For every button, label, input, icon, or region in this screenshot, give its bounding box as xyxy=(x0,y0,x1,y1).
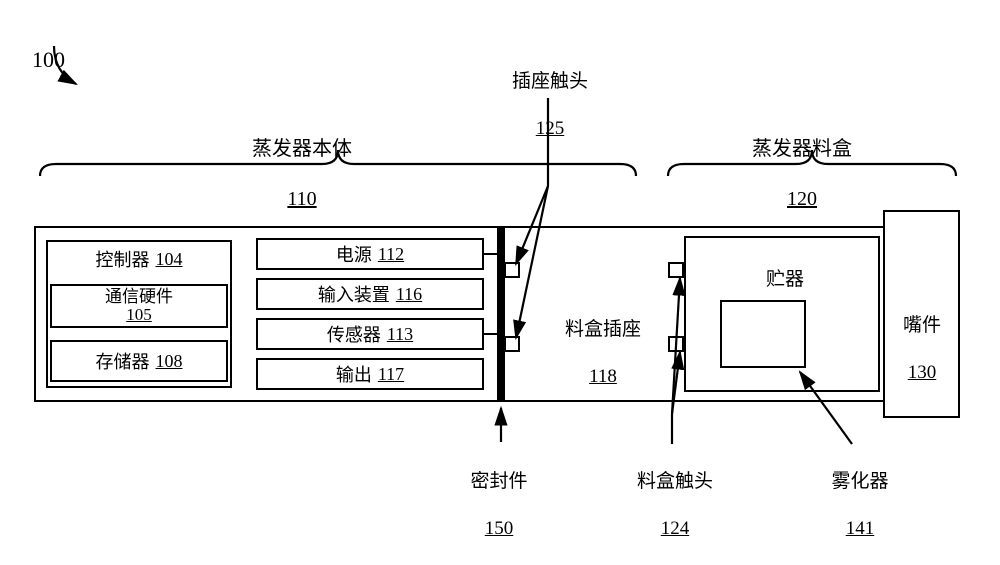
seal-bar xyxy=(497,226,505,402)
mouthpiece-label: 嘴件 130 xyxy=(893,290,951,409)
section-cart-ref: 120 xyxy=(787,188,817,210)
comm-hw-box: 通信硬件 105 xyxy=(50,284,228,328)
power-box: 电源 112 xyxy=(256,238,484,270)
sensor-text: 传感器 xyxy=(327,321,381,347)
atomizer-ref: 141 xyxy=(810,517,910,541)
power-ref: 112 xyxy=(378,244,404,265)
callout-cart-contacts: 料盒触头 124 xyxy=(620,446,730,565)
output-text: 输出 xyxy=(336,361,372,387)
section-cartridge-label: 蒸发器料盒 120 xyxy=(752,112,852,212)
seal-ref: 150 xyxy=(485,518,514,539)
cartridge-contact-1 xyxy=(668,262,684,278)
comm-hw-text: 通信硬件 xyxy=(105,288,173,306)
output-ref: 117 xyxy=(378,364,404,385)
diagram-canvas: 100 蒸发器本体 110 蒸发器料盒 120 插座触头 125 嘴件 130 … xyxy=(0,0,1000,542)
mouthpiece-text: 嘴件 xyxy=(893,314,951,338)
sensor-ref: 113 xyxy=(387,324,413,345)
callout-seal: 密封件 150 xyxy=(444,446,554,541)
socket-contacts-ref: 125 xyxy=(512,117,588,141)
input-ref: 116 xyxy=(396,284,422,305)
seal-text: 密封件 xyxy=(470,471,527,492)
input-text: 输入装置 xyxy=(318,281,390,307)
cartridge-contact-2 xyxy=(668,336,684,352)
memory-ref: 108 xyxy=(156,351,183,372)
atomizer-box xyxy=(720,300,806,368)
memory-text: 存储器 xyxy=(96,348,150,374)
callout-socket-contacts: 插座触头 125 xyxy=(512,46,588,165)
section-body-label: 蒸发器本体 110 xyxy=(252,112,352,212)
socket-contact-2 xyxy=(504,336,520,352)
socket-contacts-text: 插座触头 xyxy=(512,70,588,94)
section-body-text: 蒸发器本体 xyxy=(252,138,352,160)
section-cart-text: 蒸发器料盒 xyxy=(752,138,852,160)
atomizer-text: 雾化器 xyxy=(810,470,910,494)
figure-ref-100: 100 xyxy=(32,18,65,73)
memory-box: 存储器 108 xyxy=(50,340,228,382)
receptacle-label: 料盒插座 118 xyxy=(558,294,648,413)
receptacle-ref: 118 xyxy=(558,365,648,389)
receptacle-text: 料盒插座 xyxy=(558,318,648,342)
cart-contacts-text: 料盒触头 xyxy=(620,470,730,494)
comm-hw-ref: 105 xyxy=(126,306,152,324)
callout-atomizer: 雾化器 141 xyxy=(810,446,910,565)
controller-text: 控制器 xyxy=(96,246,150,272)
controller-box: 控制器 104 xyxy=(50,244,228,274)
output-box: 输出 117 xyxy=(256,358,484,390)
section-body-ref: 110 xyxy=(287,188,316,210)
input-box: 输入装置 116 xyxy=(256,278,484,310)
power-text: 电源 xyxy=(336,241,372,267)
socket-contact-1 xyxy=(504,262,520,278)
cart-contacts-ref: 124 xyxy=(620,517,730,541)
mouthpiece-ref: 130 xyxy=(893,361,951,385)
controller-ref: 104 xyxy=(156,249,183,270)
figure-ref-text: 100 xyxy=(32,47,65,72)
sensor-box: 传感器 113 xyxy=(256,318,484,350)
reservoir-text: 贮器 xyxy=(740,268,830,292)
